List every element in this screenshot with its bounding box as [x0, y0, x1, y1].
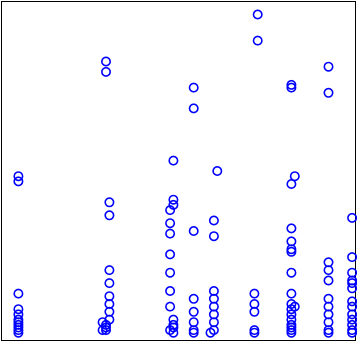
data-point — [252, 35, 263, 46]
data-point — [165, 228, 176, 239]
data-point — [208, 231, 219, 242]
data-point — [286, 179, 297, 190]
data-point — [165, 249, 176, 260]
data-point — [104, 210, 115, 221]
data-point — [208, 215, 219, 226]
data-point — [188, 82, 199, 93]
data-point — [165, 301, 176, 312]
data-point — [347, 252, 357, 263]
data-point — [286, 267, 297, 278]
data-point — [165, 285, 176, 296]
data-point — [165, 205, 176, 216]
data-point — [168, 155, 179, 166]
data-point — [249, 288, 260, 299]
data-point — [286, 246, 297, 257]
data-point — [13, 304, 24, 315]
data-point — [323, 265, 334, 276]
data-point — [13, 288, 24, 299]
data-point — [289, 301, 300, 312]
data-point — [101, 56, 112, 67]
data-point — [168, 199, 179, 210]
data-point — [97, 325, 108, 336]
data-point — [13, 327, 24, 338]
data-point — [168, 194, 179, 205]
data-point — [286, 82, 297, 93]
data-point — [13, 171, 24, 182]
data-point — [101, 66, 112, 77]
data-point — [323, 327, 334, 338]
data-point — [323, 275, 334, 286]
data-point — [347, 327, 357, 338]
data-point — [13, 176, 24, 187]
data-point — [347, 314, 357, 325]
data-point — [104, 265, 115, 276]
data-point — [249, 306, 260, 317]
data-point — [188, 327, 199, 338]
data-point — [168, 319, 179, 330]
data-point — [104, 197, 115, 208]
points-layer — [13, 9, 357, 338]
data-point — [165, 218, 176, 229]
data-point — [205, 327, 216, 338]
data-point — [188, 103, 199, 114]
data-point — [188, 293, 199, 304]
data-point — [165, 267, 176, 278]
data-point — [286, 223, 297, 234]
data-point — [347, 283, 357, 294]
data-point — [347, 296, 357, 307]
data-point — [249, 327, 260, 338]
data-point — [212, 166, 223, 177]
data-point — [347, 212, 357, 223]
data-point — [347, 309, 357, 320]
data-point — [104, 278, 115, 289]
data-point — [252, 9, 263, 20]
data-point — [286, 288, 297, 299]
data-point — [188, 226, 199, 237]
data-point — [188, 306, 199, 317]
data-point — [323, 87, 334, 98]
data-point — [347, 278, 357, 289]
data-point — [323, 61, 334, 72]
data-point — [286, 327, 297, 338]
